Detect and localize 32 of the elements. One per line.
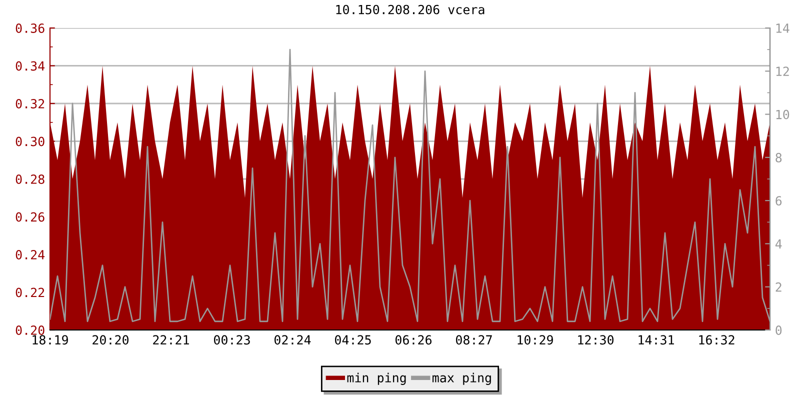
x-tick-label: 02:24 bbox=[274, 335, 311, 345]
y-tick-label: 0.32 bbox=[16, 99, 44, 108]
x-tick-label: 06:26 bbox=[396, 335, 432, 345]
y-tick-label: 0.30 bbox=[16, 136, 44, 146]
y-tick-label: 0.34 bbox=[16, 61, 45, 71]
x-tick-label: 14:31 bbox=[638, 335, 674, 345]
y2-tick-label: 12 bbox=[776, 66, 789, 76]
x-tick-label: 16:32 bbox=[699, 335, 734, 345]
y2-tick-label: 0 bbox=[776, 326, 782, 335]
chart-title: 10.150.208.206 vcera bbox=[336, 4, 484, 14]
y2-tick-label: 2 bbox=[776, 282, 782, 292]
y-tick-label: 0.28 bbox=[16, 174, 44, 184]
x-tick-label: 04:25 bbox=[335, 335, 371, 345]
x-tick-label: 08:27 bbox=[456, 335, 492, 345]
x-tick-label: 22:21 bbox=[153, 335, 189, 344]
x-tick-label: 00:23 bbox=[214, 335, 250, 345]
y-tick-label: 0.26 bbox=[16, 212, 44, 222]
y2-tick-label: 14 bbox=[776, 24, 790, 33]
x-tick-label: 20:20 bbox=[92, 335, 129, 345]
y2-tick-label: 8 bbox=[776, 152, 782, 162]
x-tick-label: 10:29 bbox=[518, 335, 553, 345]
y-tick-label: 0.20 bbox=[16, 326, 44, 335]
y-tick-label: 0.24 bbox=[16, 250, 45, 260]
x-tick-label: 18:19 bbox=[32, 335, 68, 345]
legend-label: max ping bbox=[432, 372, 491, 385]
legend-label: min ping bbox=[347, 372, 406, 385]
y2-tick-label: 10 bbox=[776, 110, 790, 120]
y-tick-label: 0.36 bbox=[16, 24, 44, 33]
y2-tick-label: 4 bbox=[775, 239, 782, 248]
y2-tick-label: 6 bbox=[776, 196, 782, 206]
y-tick-label: 0.22 bbox=[16, 288, 44, 298]
x-tick-label: 12:30 bbox=[578, 335, 614, 345]
